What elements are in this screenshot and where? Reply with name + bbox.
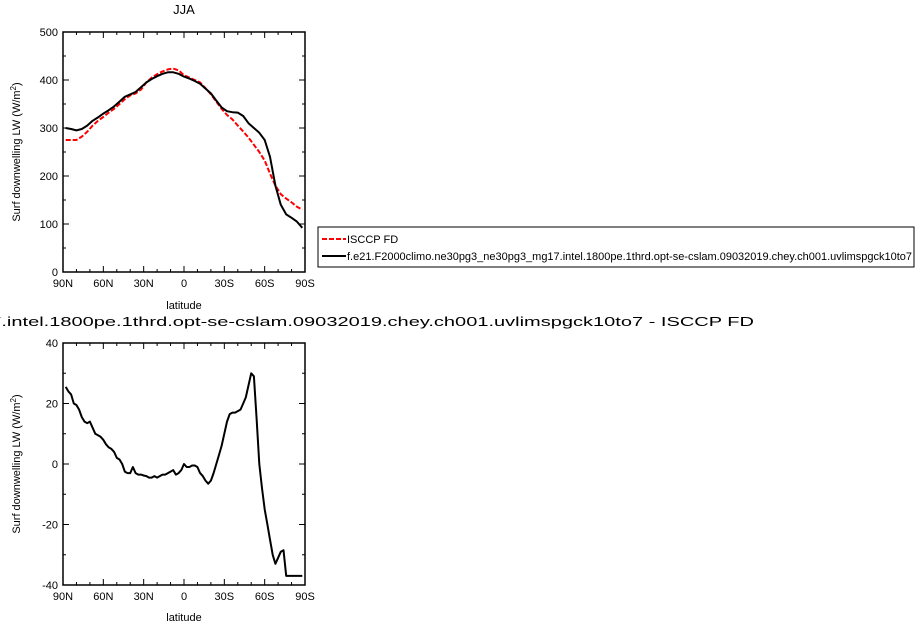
top-ticks: 90N 60N 30N 0 30S 60S 90S 0 100 200 300 400 500 <box>40 27 315 290</box>
bottom-x-tick-label: 90N <box>53 591 73 603</box>
legend: ISCCP FD f.e21.F2000climo.ne30pg3_ne30pg… <box>317 226 915 268</box>
top-x-tick-label: 30S <box>215 278 235 290</box>
bottom-y-tick-label: 40 <box>46 338 58 350</box>
top-chart-title: JJA <box>173 2 195 17</box>
bottom-series-line-0 <box>64 372 303 577</box>
bottom-y-tick-label: -40 <box>42 580 58 592</box>
top-x-tick-label: 90N <box>53 278 73 290</box>
top-x-tick-label: 60N <box>93 278 113 290</box>
top-series-line-1 <box>65 71 304 229</box>
top-plot-frame <box>62 31 306 273</box>
top-y-tick-label: 200 <box>40 171 58 183</box>
bottom-x-tick-label: 30S <box>215 591 235 603</box>
bottom-plot-frame <box>62 342 306 586</box>
bottom-series <box>64 372 303 577</box>
bottom-panel: f.e21.F2000climo.ne30pg3_ne30pg3_mg17.in… <box>0 314 754 624</box>
top-x-tick-label: 60S <box>255 278 275 290</box>
legend-label-isccp: ISCCP FD <box>347 234 398 246</box>
top-x-tick-label: 30N <box>134 278 154 290</box>
bottom-x-tick-label: 60N <box>93 591 113 603</box>
bottom-y-tick-label: 0 <box>52 459 58 471</box>
bottom-x-tick-label: 30N <box>134 591 154 603</box>
top-x-tick-label: 90S <box>295 278 315 290</box>
bottom-y-tick-label: 20 <box>46 399 58 411</box>
top-series-line-0 <box>65 67 303 211</box>
top-series <box>65 67 304 229</box>
top-y-tick-label: 100 <box>40 219 58 231</box>
legend-label-model: f.e21.F2000climo.ne30pg3_ne30pg3_mg17.in… <box>347 251 912 263</box>
top-y-tick-label: 400 <box>40 75 58 87</box>
bottom-y-tick-label: -20 <box>42 520 58 532</box>
top-y-tick-label: 300 <box>40 123 58 135</box>
bottom-x-tick-label: 0 <box>181 591 187 603</box>
top-x-tick-label: 0 <box>181 278 187 290</box>
top-x-axis-label: latitude <box>166 300 201 312</box>
bottom-x-tick-label: 90S <box>295 591 315 603</box>
top-panel: JJA Surf downwelling LW (W/m2) latitude … <box>9 2 315 312</box>
bottom-y-axis-label: Surf downwelling LW (W/m2) <box>9 394 23 533</box>
bottom-chart-title: f.e21.F2000climo.ne30pg3_ne30pg3_mg17.in… <box>0 314 754 329</box>
bottom-ticks: 90N 60N 30N 0 30S 60S 90S -40 -20 0 20 40 <box>42 338 315 603</box>
top-y-axis-label: Surf downwelling LW (W/m2) <box>9 82 23 221</box>
top-y-tick-label: 0 <box>52 267 58 279</box>
legend-box <box>317 226 915 268</box>
top-y-tick-label: 500 <box>40 27 58 39</box>
bottom-x-tick-label: 60S <box>255 591 275 603</box>
bottom-x-axis-label: latitude <box>166 612 201 624</box>
